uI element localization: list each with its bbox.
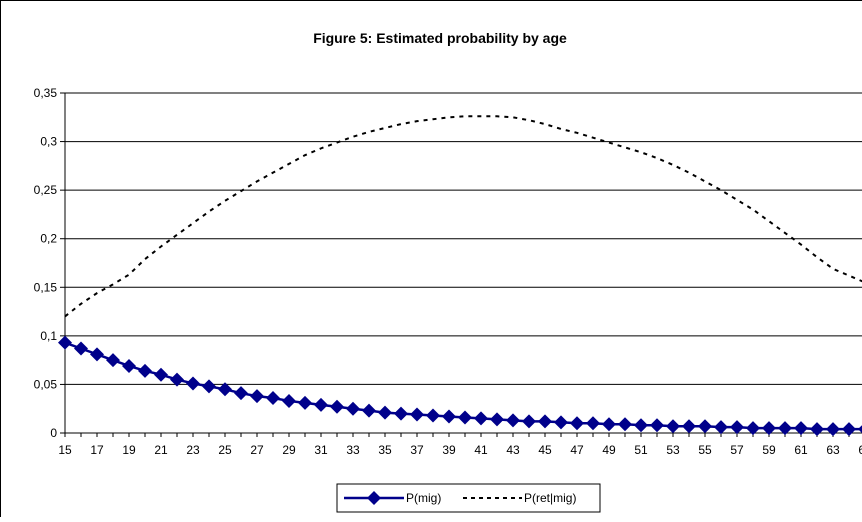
x-tick-label: 31 (314, 443, 328, 457)
x-tick-label: 37 (410, 443, 424, 457)
x-tick-label: 39 (442, 443, 456, 457)
x-tick-label: 57 (730, 443, 744, 457)
legend-label-p-ret-mig: P(ret|mig) (524, 491, 576, 505)
y-tick-label: 0 (50, 426, 57, 440)
chart-title: Figure 5: Estimated probability by age (313, 30, 567, 46)
y-tick-label: 0,05 (34, 377, 58, 391)
y-tick-label: 0,3 (40, 135, 57, 149)
x-tick-label: 41 (474, 443, 488, 457)
x-tick-label: 55 (698, 443, 712, 457)
legend-label-p-mig: P(mig) (406, 491, 441, 505)
y-tick-label: 0,35 (34, 86, 58, 100)
y-tick-label: 0,2 (40, 232, 57, 246)
x-tick-label: 33 (346, 443, 360, 457)
legend: P(mig) P(ret|mig) (337, 484, 600, 512)
x-tick-label: 15 (58, 443, 72, 457)
x-tick-label: 23 (186, 443, 200, 457)
x-tick-label: 53 (666, 443, 680, 457)
x-tick-label: 17 (90, 443, 104, 457)
y-tick-label: 0,15 (34, 280, 58, 294)
x-tick-label: 35 (378, 443, 392, 457)
x-tick-label: 25 (218, 443, 232, 457)
x-tick-label: 19 (122, 443, 136, 457)
y-tick-label: 0,25 (34, 183, 58, 197)
x-tick-label: 65 (858, 443, 862, 457)
x-tick-label: 47 (570, 443, 584, 457)
x-tick-label: 27 (250, 443, 264, 457)
x-tick-label: 63 (826, 443, 840, 457)
x-tick-label: 61 (794, 443, 808, 457)
x-tick-label: 43 (506, 443, 520, 457)
x-tick-label: 51 (634, 443, 648, 457)
x-tick-label: 45 (538, 443, 552, 457)
x-tick-label: 59 (762, 443, 776, 457)
x-tick-label: 49 (602, 443, 616, 457)
x-tick-label: 29 (282, 443, 296, 457)
x-tick-label: 21 (154, 443, 168, 457)
y-tick-label: 0,1 (40, 329, 57, 343)
